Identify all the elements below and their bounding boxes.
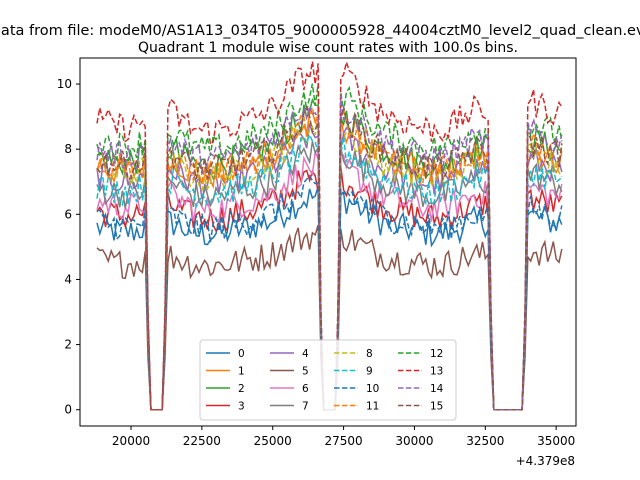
x-tick-label: 35000: [537, 434, 575, 448]
x-tick-label: 32500: [466, 434, 504, 448]
y-tick-label: 8: [64, 142, 72, 156]
legend-label: 5: [302, 366, 309, 378]
x-tick-label: 22500: [183, 434, 221, 448]
legend-label: 3: [238, 401, 245, 413]
x-tick-label: 20000: [112, 434, 150, 448]
y-tick-label: 0: [64, 403, 72, 417]
legend-label: 12: [430, 348, 443, 360]
y-axis: 0 2 4 6 8 10: [57, 77, 80, 417]
legend-label: 8: [366, 348, 373, 360]
legend-label: 7: [302, 401, 309, 413]
series-line-14: [96, 95, 563, 411]
x-tick-label: 27500: [324, 434, 362, 448]
legend-label: 14: [430, 383, 444, 395]
y-tick-label: 10: [57, 77, 72, 91]
legend-label: 1: [238, 366, 245, 378]
y-tick-label: 4: [64, 272, 72, 286]
legend-label: 15: [430, 401, 443, 413]
x-tick-label: 30000: [395, 434, 433, 448]
legend-label: 10: [366, 383, 379, 395]
figure-suptitle: Data from file: modeM0/AS1A13_034T05_900…: [0, 23, 640, 39]
legend-label: 11: [366, 401, 379, 413]
x-tick-label: 25000: [254, 434, 292, 448]
plot-frame: [79, 57, 577, 427]
x-axis: 20000 22500 25000 27500 30000 32500 35000: [112, 426, 575, 448]
legend-box: [199, 339, 457, 421]
y-tick-label: 6: [64, 207, 72, 221]
legend-label: 0: [238, 348, 245, 360]
legend-label: 9: [366, 366, 373, 378]
legend-label: 4: [302, 348, 309, 360]
legend-label: 13: [430, 366, 443, 378]
legend-label: 6: [302, 383, 309, 395]
legend-label: 2: [238, 383, 245, 395]
x-offset-label: +4.379e8: [516, 454, 575, 468]
y-tick-label: 2: [64, 338, 72, 352]
chart-title: Quadrant 1 module wise count rates with …: [138, 40, 518, 56]
